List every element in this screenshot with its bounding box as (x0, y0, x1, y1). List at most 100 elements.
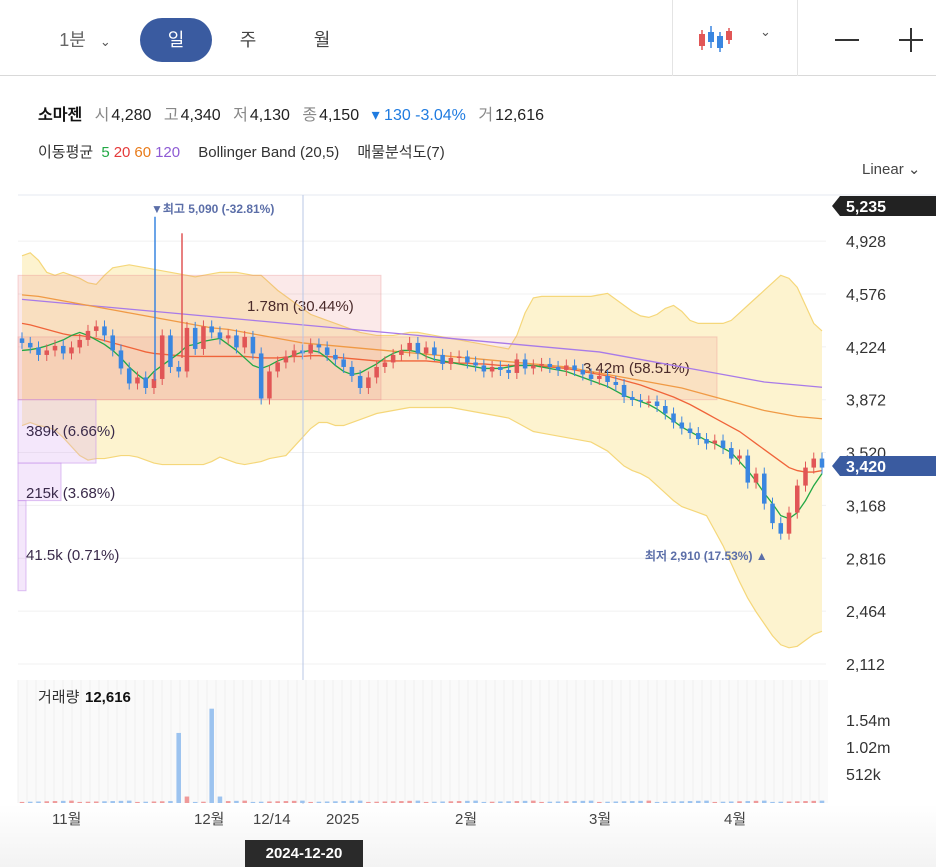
candle-body (580, 369, 586, 375)
volume-bar (489, 801, 495, 803)
low-label: 저 (233, 107, 248, 124)
candle-body (786, 512, 792, 534)
candle-body (126, 368, 132, 384)
high-price-tag-label: 5,235 (846, 199, 886, 216)
current-price-tag (832, 456, 936, 476)
open-value: 4,280 (111, 107, 152, 124)
volume-bar (118, 800, 124, 803)
volume-value: 12,616 (495, 107, 544, 124)
volume-bar (275, 801, 280, 803)
volume-bar (794, 801, 800, 803)
volume-bar (324, 801, 330, 803)
ma20-label: 20 (113, 144, 131, 161)
volume-bar (234, 800, 239, 803)
x-axis-strip (0, 804, 936, 867)
candle-body (473, 362, 478, 366)
crosshair-date-label: 2024-12-20 (245, 840, 363, 867)
candle-body (621, 384, 627, 397)
volume-bar (242, 800, 247, 803)
volume-bar (192, 801, 198, 803)
candle-body (456, 356, 462, 358)
candle-body (514, 359, 520, 373)
candle-body (687, 428, 693, 434)
candle-body (415, 342, 421, 354)
candle-body (663, 405, 668, 414)
candle-body (209, 326, 214, 333)
indicator-legend[interactable]: 이동평균 5 20 60 120 Bollinger Band (20,5) 매물분석… (38, 141, 449, 162)
volume-bar (209, 708, 214, 803)
quote-summary: 소마젠 시 4,280 고 4,340 저 4,130 종 4,150 ▾ 130 -3… (38, 101, 552, 125)
tab-day[interactable]: 일 (140, 18, 212, 62)
candle-body (762, 473, 767, 504)
candle-body (564, 365, 569, 370)
candle-body (225, 335, 231, 339)
volume-bar (572, 801, 577, 803)
candle-body (794, 485, 800, 513)
tab-month[interactable]: 월 (313, 30, 331, 50)
volume-bar (308, 801, 313, 803)
candlestick-icon[interactable] (696, 24, 736, 54)
volume-bar (456, 801, 462, 803)
volume-label: 거 (478, 107, 494, 124)
candle-body (803, 467, 808, 486)
volume-bar (27, 801, 33, 803)
candle-body (646, 401, 652, 403)
volume-bar (19, 801, 25, 803)
candle-body (555, 366, 561, 370)
current-price-tag-label: 3,420 (846, 459, 886, 476)
volume-bar (819, 800, 825, 803)
volume-bar (555, 801, 561, 803)
candle-body (613, 381, 619, 385)
volume-profile-label: 215k (3.68%) (26, 485, 115, 502)
volume-bar (258, 801, 264, 803)
chevron-down-icon[interactable]: ⌄ (760, 24, 771, 39)
zoom-in-button[interactable] (893, 22, 929, 58)
volume-bar (440, 801, 445, 803)
volume-profile-label: 389k (6.66%) (26, 423, 115, 440)
candle-body (258, 353, 264, 399)
candle-body (151, 378, 157, 388)
volume-bar (374, 801, 379, 803)
volume-bar (159, 801, 165, 803)
volume-bar (85, 801, 91, 803)
candle-body (588, 374, 594, 379)
volume-bar (522, 800, 528, 803)
candle-body (597, 375, 602, 379)
volume-profile-label: 1.78m (30.44%) (247, 298, 354, 315)
high-value: 4,340 (180, 107, 221, 124)
volume-profile-zone (17, 274, 382, 401)
candle-body (605, 375, 610, 382)
scale-dropdown[interactable]: Linear ⌄ (862, 160, 920, 178)
candle-body (159, 335, 165, 379)
volume-bar (737, 801, 742, 803)
volume-title: 거래량 (38, 689, 80, 706)
candle-body (498, 366, 503, 370)
candle-body (729, 448, 734, 459)
candle-body (300, 350, 305, 354)
x-axis-tick-label: 3월 (589, 811, 611, 828)
stock-name: 소마젠 (38, 107, 83, 124)
candle-body (712, 440, 718, 444)
candle-body (19, 338, 25, 343)
volume-bar (646, 800, 652, 803)
divider (672, 0, 673, 76)
candle-body (737, 455, 742, 459)
candle-body (630, 396, 635, 400)
candle-body (143, 377, 148, 388)
tab-week[interactable]: 주 (239, 30, 257, 50)
volume-bar (291, 800, 297, 803)
bollinger-lower-line (21, 406, 823, 649)
volume-bar (357, 800, 363, 803)
volume-bar (349, 800, 355, 803)
candle-body (547, 363, 553, 367)
volume-bar (176, 732, 181, 803)
volume-bar (786, 801, 792, 803)
interval-dropdown[interactable]: 1분 ⌄ (40, 18, 130, 62)
bollinger-label: Bollinger Band (20,5) (198, 144, 340, 161)
y-axis-tick-label: 3,168 (846, 498, 886, 515)
zoom-out-button[interactable] (829, 22, 865, 58)
candle-body (234, 335, 239, 348)
y-axis-tick-label: 4,576 (846, 287, 886, 304)
candle-body (638, 399, 643, 402)
